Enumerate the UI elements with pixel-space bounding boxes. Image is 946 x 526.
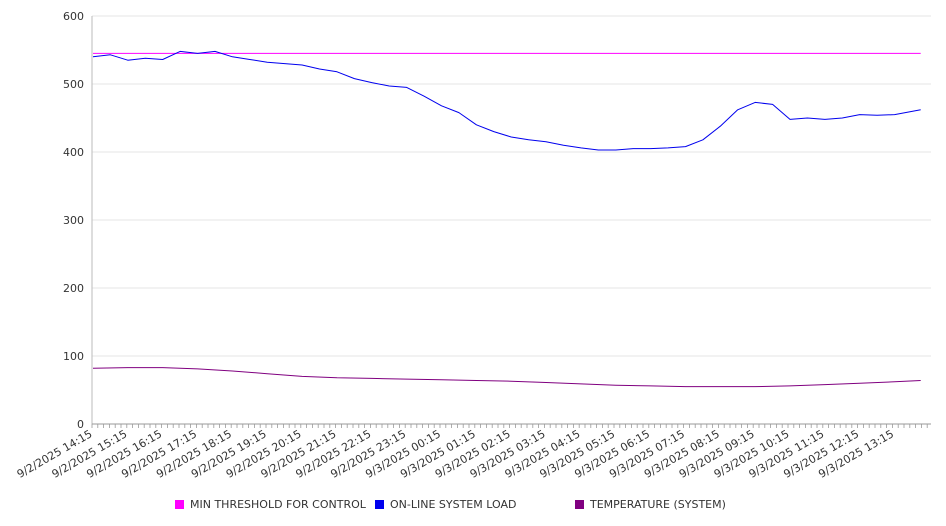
legend-item-min-threshold[interactable]: MIN THRESHOLD FOR CONTROL <box>175 498 366 511</box>
y-tick-label: 600 <box>63 10 84 23</box>
legend-item-temperature[interactable]: TEMPERATURE (SYSTEM) <box>575 498 726 511</box>
legend-label: ON-LINE SYSTEM LOAD <box>390 498 517 511</box>
legend: MIN THRESHOLD FOR CONTROL ON-LINE SYSTEM… <box>0 498 946 514</box>
series-line-2 <box>92 367 921 388</box>
x-axis: 9/2/2025 14:159/2/2025 15:159/2/2025 16:… <box>15 427 896 481</box>
y-tick-label: 300 <box>63 214 84 227</box>
legend-label: MIN THRESHOLD FOR CONTROL <box>190 498 366 511</box>
legend-item-system-load[interactable]: ON-LINE SYSTEM LOAD <box>375 498 516 511</box>
y-tick-label: 100 <box>63 350 84 363</box>
series-line-1 <box>92 50 921 151</box>
legend-swatch-magenta <box>175 500 184 509</box>
y-axis: 0 100 200 300 400 500 600 <box>63 10 84 431</box>
axes <box>91 16 931 428</box>
y-tick-label: 500 <box>63 78 84 91</box>
y-tick-label: 0 <box>77 418 84 431</box>
y-tick-label: 400 <box>63 146 84 159</box>
legend-swatch-blue <box>375 500 384 509</box>
series-lines <box>92 50 921 388</box>
y-tick-label: 200 <box>63 282 84 295</box>
line-chart: 0 100 200 300 400 500 600 9/2/2025 14:159/2/20… <box>15 10 931 481</box>
legend-swatch-purple <box>575 500 584 509</box>
grid-lines <box>92 15 931 425</box>
legend-label: TEMPERATURE (SYSTEM) <box>590 498 726 511</box>
